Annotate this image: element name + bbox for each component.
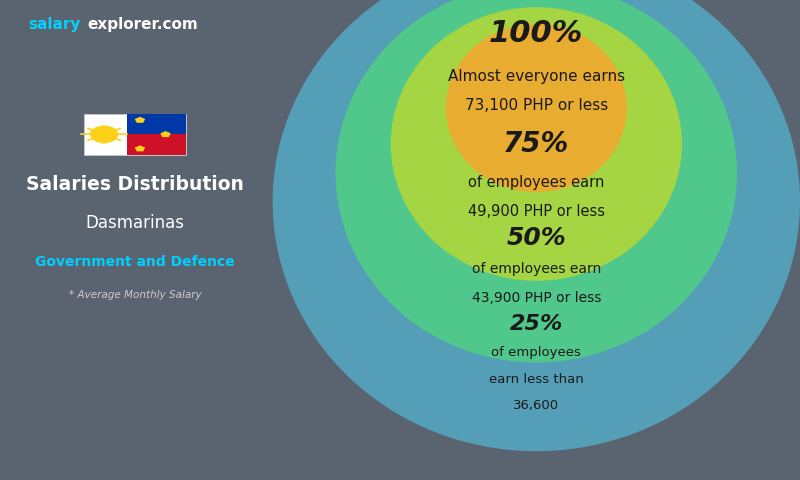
- Text: 50%: 50%: [506, 226, 566, 250]
- Text: 75%: 75%: [503, 130, 570, 158]
- Polygon shape: [134, 145, 146, 151]
- Text: 73,100 PHP or less: 73,100 PHP or less: [465, 98, 608, 113]
- Text: * Average Monthly Salary: * Average Monthly Salary: [69, 290, 201, 300]
- Text: Almost everyone earns: Almost everyone earns: [448, 69, 625, 84]
- Text: 43,900 PHP or less: 43,900 PHP or less: [472, 290, 601, 305]
- Text: earn less than: earn less than: [489, 372, 584, 386]
- Text: Dasmarinas: Dasmarinas: [86, 214, 184, 232]
- Polygon shape: [84, 114, 126, 155]
- FancyBboxPatch shape: [126, 134, 186, 155]
- Text: 49,900 PHP or less: 49,900 PHP or less: [468, 204, 605, 219]
- Text: explorer.com: explorer.com: [88, 17, 198, 32]
- FancyBboxPatch shape: [84, 114, 186, 155]
- FancyBboxPatch shape: [126, 114, 186, 134]
- Text: of employees earn: of employees earn: [472, 262, 601, 276]
- Circle shape: [90, 126, 118, 143]
- Text: 100%: 100%: [489, 19, 583, 48]
- FancyBboxPatch shape: [13, 0, 800, 480]
- Text: 25%: 25%: [510, 314, 563, 334]
- Text: of employees earn: of employees earn: [468, 175, 605, 190]
- Ellipse shape: [390, 7, 682, 281]
- Text: Government and Defence: Government and Defence: [35, 254, 234, 269]
- Text: Salaries Distribution: Salaries Distribution: [26, 175, 244, 194]
- Polygon shape: [160, 131, 170, 137]
- Polygon shape: [134, 117, 146, 123]
- Ellipse shape: [446, 24, 627, 192]
- Text: of employees: of employees: [491, 346, 582, 360]
- Ellipse shape: [335, 0, 737, 362]
- Text: salary: salary: [29, 17, 81, 32]
- Text: 36,600: 36,600: [514, 399, 559, 412]
- Ellipse shape: [273, 0, 800, 451]
